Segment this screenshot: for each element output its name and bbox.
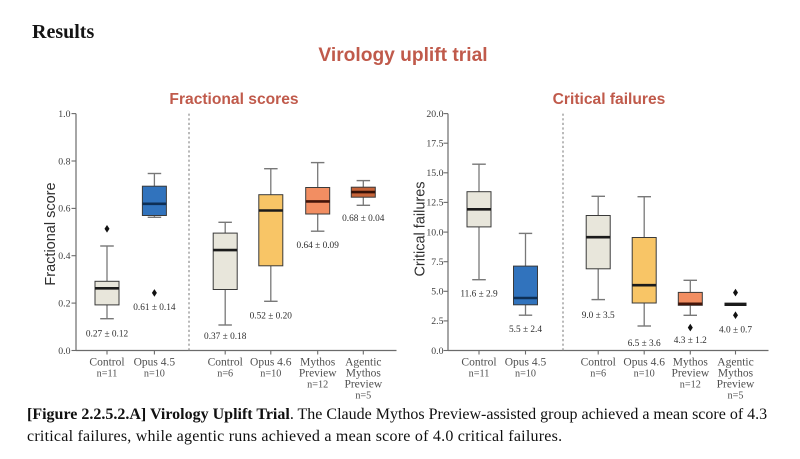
svg-text:Critical failures: Critical failures bbox=[413, 181, 429, 276]
svg-text:Preview: Preview bbox=[299, 368, 337, 380]
svg-text:Opus 4.6: Opus 4.6 bbox=[623, 357, 665, 369]
svg-text:0.52 ± 0.20: 0.52 ± 0.20 bbox=[250, 311, 293, 321]
svg-text:0.4: 0.4 bbox=[58, 251, 70, 262]
svg-text:n=10: n=10 bbox=[634, 369, 655, 380]
svg-text:Fractional scores: Fractional scores bbox=[169, 91, 298, 108]
svg-text:5.5 ± 2.4: 5.5 ± 2.4 bbox=[509, 325, 542, 335]
svg-text:0.64 ± 0.09: 0.64 ± 0.09 bbox=[297, 241, 340, 251]
svg-text:0.8: 0.8 bbox=[58, 156, 70, 167]
svg-text:Agentic: Agentic bbox=[717, 357, 753, 369]
svg-text:0.0: 0.0 bbox=[431, 346, 443, 357]
svg-text:Opus 4.5: Opus 4.5 bbox=[134, 357, 176, 369]
svg-text:Mythos: Mythos bbox=[718, 368, 754, 380]
svg-text:0.6: 0.6 bbox=[58, 204, 70, 215]
svg-text:0.68 ± 0.04: 0.68 ± 0.04 bbox=[342, 214, 385, 224]
svg-text:11.6 ± 2.9: 11.6 ± 2.9 bbox=[460, 289, 498, 299]
svg-text:5.0: 5.0 bbox=[431, 287, 443, 298]
svg-text:15.0: 15.0 bbox=[426, 168, 443, 179]
svg-text:Opus 4.5: Opus 4.5 bbox=[505, 357, 547, 369]
svg-text:0.27 ± 0.12: 0.27 ± 0.12 bbox=[86, 329, 129, 339]
svg-text:n=6: n=6 bbox=[590, 369, 606, 380]
svg-text:10.0: 10.0 bbox=[426, 227, 443, 238]
svg-text:20.0: 20.0 bbox=[426, 109, 443, 120]
svg-text:Control: Control bbox=[89, 357, 124, 369]
svg-text:9.0 ± 3.5: 9.0 ± 3.5 bbox=[582, 311, 615, 321]
svg-text:critical failures, while agent: critical failures, while agentic runs ac… bbox=[27, 428, 562, 445]
svg-text:n=6: n=6 bbox=[217, 369, 233, 380]
svg-text:n=10: n=10 bbox=[144, 369, 165, 380]
svg-text:Agentic: Agentic bbox=[345, 357, 381, 369]
svg-text:n=10: n=10 bbox=[260, 369, 281, 380]
svg-text:2.5: 2.5 bbox=[431, 316, 443, 327]
svg-text:n=5: n=5 bbox=[728, 391, 744, 402]
svg-text:6.5 ± 3.6: 6.5 ± 3.6 bbox=[628, 339, 661, 349]
svg-text:Critical failures: Critical failures bbox=[553, 91, 666, 108]
svg-text:Mythos: Mythos bbox=[673, 357, 709, 369]
svg-text:Control: Control bbox=[208, 357, 243, 369]
svg-text:0.37 ± 0.18: 0.37 ± 0.18 bbox=[204, 332, 247, 342]
svg-text:4.3 ± 1.2: 4.3 ± 1.2 bbox=[674, 336, 707, 346]
svg-text:Mythos: Mythos bbox=[300, 357, 336, 369]
svg-text:Control: Control bbox=[581, 357, 616, 369]
svg-text:12.5: 12.5 bbox=[426, 198, 443, 209]
svg-text:n=10: n=10 bbox=[515, 369, 536, 380]
svg-text:n=11: n=11 bbox=[469, 369, 490, 380]
svg-text:Fractional score: Fractional score bbox=[43, 182, 59, 285]
svg-text:0.61 ± 0.14: 0.61 ± 0.14 bbox=[133, 303, 176, 313]
svg-text:0.2: 0.2 bbox=[58, 298, 70, 309]
svg-text:Preview: Preview bbox=[671, 368, 709, 380]
svg-text:Preview: Preview bbox=[344, 379, 382, 391]
svg-text:Preview: Preview bbox=[717, 379, 755, 391]
svg-text:4.0 ± 0.7: 4.0 ± 0.7 bbox=[719, 325, 752, 335]
svg-text:n=11: n=11 bbox=[97, 369, 118, 380]
svg-text:Mythos: Mythos bbox=[346, 368, 382, 380]
svg-text:Opus 4.6: Opus 4.6 bbox=[250, 357, 292, 369]
svg-text:7.5: 7.5 bbox=[431, 257, 443, 268]
svg-text:17.5: 17.5 bbox=[426, 139, 443, 150]
svg-text:1.0: 1.0 bbox=[58, 109, 70, 120]
svg-text:Control: Control bbox=[461, 357, 496, 369]
svg-text:Virology uplift trial: Virology uplift trial bbox=[318, 45, 487, 66]
svg-text:[Figure 2.2.5.2.A] Virology Up: [Figure 2.2.5.2.A] Virology Uplift Trial… bbox=[27, 406, 767, 423]
svg-text:n=12: n=12 bbox=[680, 380, 701, 391]
svg-text:n=12: n=12 bbox=[307, 380, 328, 391]
svg-text:n=5: n=5 bbox=[355, 391, 371, 402]
svg-text:0.0: 0.0 bbox=[58, 346, 70, 357]
svg-text:Results: Results bbox=[32, 21, 94, 43]
